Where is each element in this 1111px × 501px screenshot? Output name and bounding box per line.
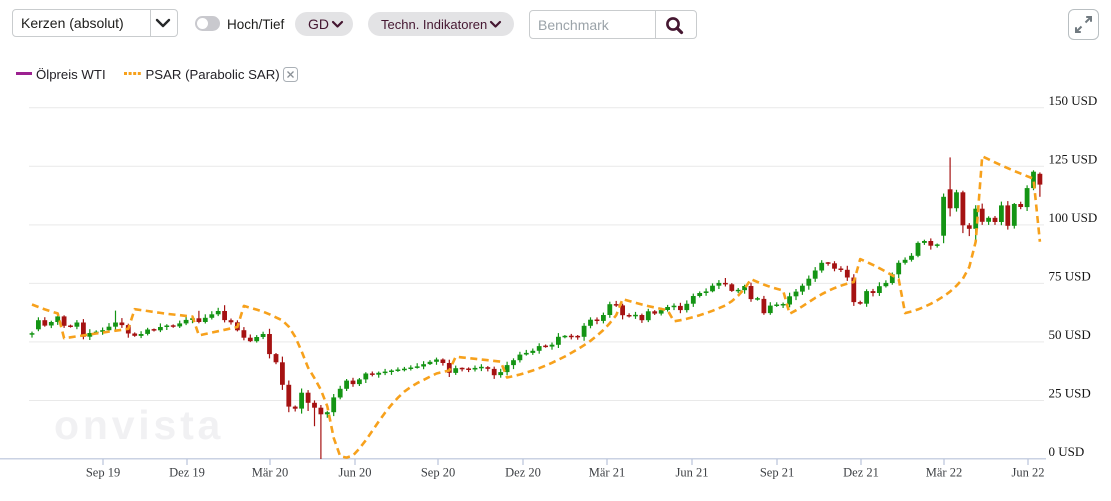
svg-text:75 USD: 75 USD bbox=[1049, 268, 1091, 283]
svg-text:150 USD: 150 USD bbox=[1049, 93, 1098, 108]
svg-text:Mär 21: Mär 21 bbox=[589, 466, 625, 480]
svg-text:Sep 20: Sep 20 bbox=[421, 466, 455, 480]
svg-text:Dez 21: Dez 21 bbox=[843, 466, 879, 480]
svg-text:25 USD: 25 USD bbox=[1049, 386, 1091, 401]
svg-text:onvista: onvista bbox=[54, 402, 224, 448]
svg-text:0 USD: 0 USD bbox=[1049, 444, 1085, 459]
svg-text:50 USD: 50 USD bbox=[1049, 327, 1091, 342]
svg-text:Sep 19: Sep 19 bbox=[86, 466, 120, 480]
svg-text:125 USD: 125 USD bbox=[1049, 151, 1098, 166]
svg-text:Mär 22: Mär 22 bbox=[926, 466, 962, 480]
svg-text:Jun 22: Jun 22 bbox=[1012, 466, 1045, 480]
svg-text:Dez 19: Dez 19 bbox=[169, 466, 205, 480]
svg-text:Dez 20: Dez 20 bbox=[505, 466, 541, 480]
svg-text:Jun 21: Jun 21 bbox=[676, 466, 709, 480]
svg-text:100 USD: 100 USD bbox=[1049, 210, 1098, 225]
svg-text:Jun 20: Jun 20 bbox=[339, 466, 372, 480]
svg-text:Mär 20: Mär 20 bbox=[252, 466, 288, 480]
svg-text:Sep 21: Sep 21 bbox=[760, 466, 794, 480]
